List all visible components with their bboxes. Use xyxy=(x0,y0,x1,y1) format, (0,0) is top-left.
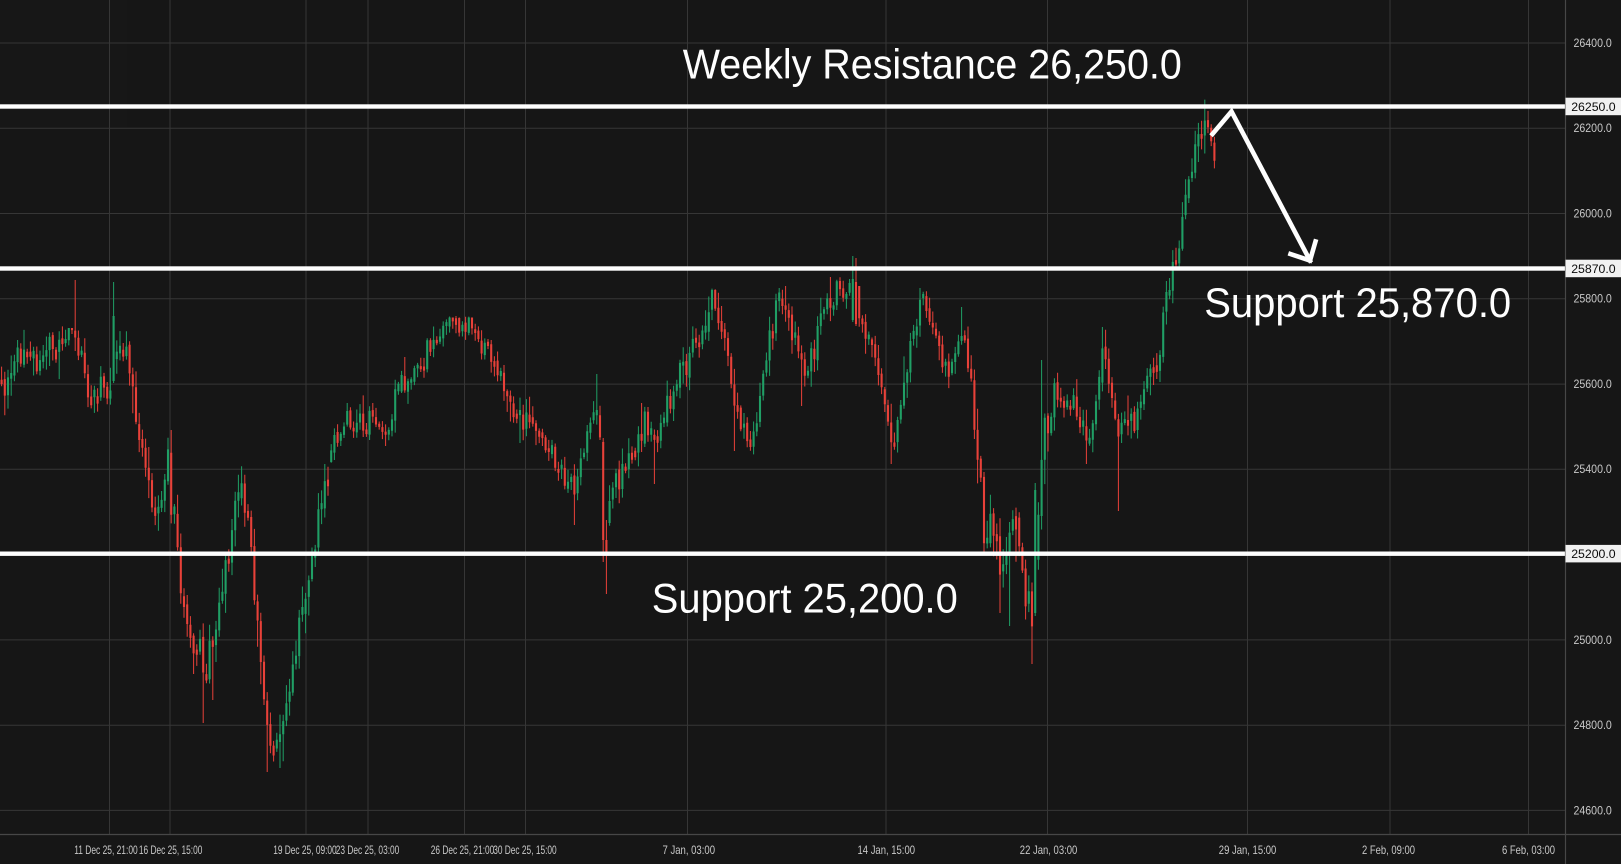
svg-text:22 Jan, 03:00: 22 Jan, 03:00 xyxy=(1020,843,1078,857)
svg-text:25400.0: 25400.0 xyxy=(1574,462,1613,476)
svg-text:2 Feb, 09:00: 2 Feb, 09:00 xyxy=(1362,843,1415,857)
svg-text:7 Jan, 03:00: 7 Jan, 03:00 xyxy=(663,843,716,857)
svg-text:25600.0: 25600.0 xyxy=(1574,377,1613,391)
svg-text:26 Dec 25, 21:00: 26 Dec 25, 21:00 xyxy=(431,843,495,857)
svg-text:23 Dec 25, 03:00: 23 Dec 25, 03:00 xyxy=(336,843,400,857)
svg-text:Weekly Resistance 26,250.0: Weekly Resistance 26,250.0 xyxy=(683,40,1182,87)
svg-text:29 Jan, 15:00: 29 Jan, 15:00 xyxy=(1219,843,1277,857)
svg-text:24600.0: 24600.0 xyxy=(1574,803,1613,817)
svg-text:25870.0: 25870.0 xyxy=(1571,262,1616,276)
svg-text:25000.0: 25000.0 xyxy=(1574,633,1613,647)
svg-text:14 Jan, 15:00: 14 Jan, 15:00 xyxy=(858,843,916,857)
svg-text:Support 25,200.0: Support 25,200.0 xyxy=(652,574,958,621)
svg-text:26000.0: 26000.0 xyxy=(1574,206,1613,220)
svg-text:11 Dec 25, 21:00: 11 Dec 25, 21:00 xyxy=(74,843,138,857)
svg-text:24800.0: 24800.0 xyxy=(1574,718,1613,732)
svg-text:25800.0: 25800.0 xyxy=(1574,292,1613,306)
svg-text:25200.0: 25200.0 xyxy=(1571,547,1616,561)
svg-text:19 Dec 25, 09:00: 19 Dec 25, 09:00 xyxy=(273,843,337,857)
svg-text:30 Dec 25, 15:00: 30 Dec 25, 15:00 xyxy=(493,843,557,857)
svg-text:6 Feb, 03:00: 6 Feb, 03:00 xyxy=(1502,843,1555,857)
svg-text:26400.0: 26400.0 xyxy=(1574,36,1613,50)
svg-text:16 Dec 25, 15:00: 16 Dec 25, 15:00 xyxy=(139,843,203,857)
svg-text:Support 25,870.0: Support 25,870.0 xyxy=(1204,279,1511,326)
svg-text:26250.0: 26250.0 xyxy=(1571,100,1616,114)
svg-text:26200.0: 26200.0 xyxy=(1574,121,1613,135)
